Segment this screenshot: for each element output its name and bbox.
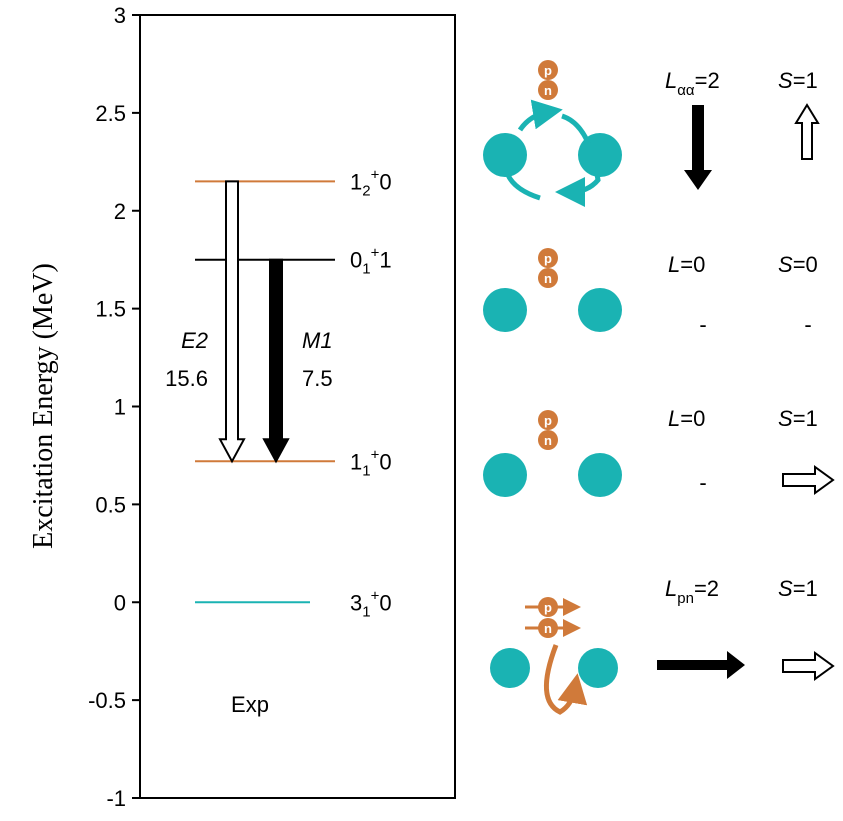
level-isospin: 1 <box>379 248 391 273</box>
l-none: - <box>699 312 706 337</box>
level-label: 12+0 <box>350 166 392 199</box>
l-symbol: L <box>668 406 680 431</box>
neutron: n <box>544 433 552 448</box>
y-tick-label: -0.5 <box>88 688 126 713</box>
l-value: =2 <box>695 68 720 93</box>
schematic-labels: Lαα=2 S=1 L=0 S=0 - - L=0 S=1 - Lpn=2 S=… <box>665 68 818 607</box>
l-value: =0 <box>680 252 705 277</box>
s-symbol: S <box>778 576 793 601</box>
level-spin: 0 <box>350 248 362 273</box>
level-label: 31+0 <box>350 587 392 620</box>
level-index: 1 <box>362 603 370 620</box>
s-value: =0 <box>793 252 818 277</box>
neutron: n <box>544 271 552 286</box>
level-parity: + <box>371 446 380 463</box>
s-symbol: S <box>778 406 793 431</box>
level-parity: + <box>371 587 380 604</box>
proton: p <box>544 251 552 266</box>
svg-text:Lαα=2: Lαα=2 <box>665 68 720 99</box>
s-symbol: S <box>778 68 793 93</box>
transition-arrow <box>218 180 246 464</box>
l-none: - <box>699 470 706 495</box>
neutron: n <box>544 83 552 98</box>
transition-strength: 7.5 <box>302 366 333 391</box>
transition-arrow <box>262 258 290 464</box>
level-spin: 1 <box>350 169 362 194</box>
proton: p <box>544 600 552 615</box>
s-none: - <box>804 312 811 337</box>
x-label: Exp <box>231 692 269 717</box>
l-symbol: L <box>665 576 677 601</box>
level-index: 1 <box>362 462 370 479</box>
y-tick-label: 1.5 <box>95 297 126 322</box>
svg-text:S=1: S=1 <box>778 68 818 93</box>
y-tick-label: 2 <box>114 199 126 224</box>
l-symbol: L <box>665 68 677 93</box>
y-tick-label: 2.5 <box>95 101 126 126</box>
transition-strength: 15.6 <box>165 366 208 391</box>
y-tick-label: 1 <box>114 395 126 420</box>
l-symbol: L <box>668 252 680 277</box>
neutron: n <box>544 621 552 636</box>
level-isospin: 0 <box>379 169 391 194</box>
level-label: 01+1 <box>350 245 392 278</box>
level-parity: + <box>371 166 380 183</box>
l-value: =2 <box>694 576 719 601</box>
y-tick-label: 0 <box>114 590 126 615</box>
s-value: =1 <box>793 576 818 601</box>
svg-text:S=0: S=0 <box>778 252 818 277</box>
svg-text:S=1: S=1 <box>778 406 818 431</box>
level-isospin: 0 <box>379 449 391 474</box>
y-tick-label: 0.5 <box>95 492 126 517</box>
y-axis-label: Excitation Energy (MeV) <box>28 263 59 549</box>
svg-text:L=0: L=0 <box>668 406 705 431</box>
s-symbol: S <box>778 252 793 277</box>
transition-type: E2 <box>181 328 208 353</box>
plot-frame <box>139 14 456 799</box>
level-index: 2 <box>362 182 370 199</box>
s-value: =1 <box>793 406 818 431</box>
l-value: =0 <box>680 406 705 431</box>
transition-type: M1 <box>302 328 333 353</box>
proton: p <box>544 413 552 428</box>
svg-text:S=1: S=1 <box>778 576 818 601</box>
level-spin: 1 <box>350 449 362 474</box>
svg-text:Lpn=2: Lpn=2 <box>665 576 719 607</box>
level-spin: 3 <box>350 590 362 615</box>
l-subscript: pn <box>677 590 694 607</box>
level-isospin: 0 <box>379 590 391 615</box>
svg-text:L=0: L=0 <box>668 252 705 277</box>
l-subscript: αα <box>677 82 695 99</box>
s-value: =1 <box>793 68 818 93</box>
level-label: 11+0 <box>350 446 392 479</box>
proton: p <box>544 63 552 78</box>
level-parity: + <box>371 245 380 262</box>
schematic: p n p n p n p n <box>483 60 835 715</box>
y-tick-label: -1 <box>106 786 126 811</box>
level-index: 1 <box>362 261 370 278</box>
y-tick-label: 3 <box>114 3 126 28</box>
